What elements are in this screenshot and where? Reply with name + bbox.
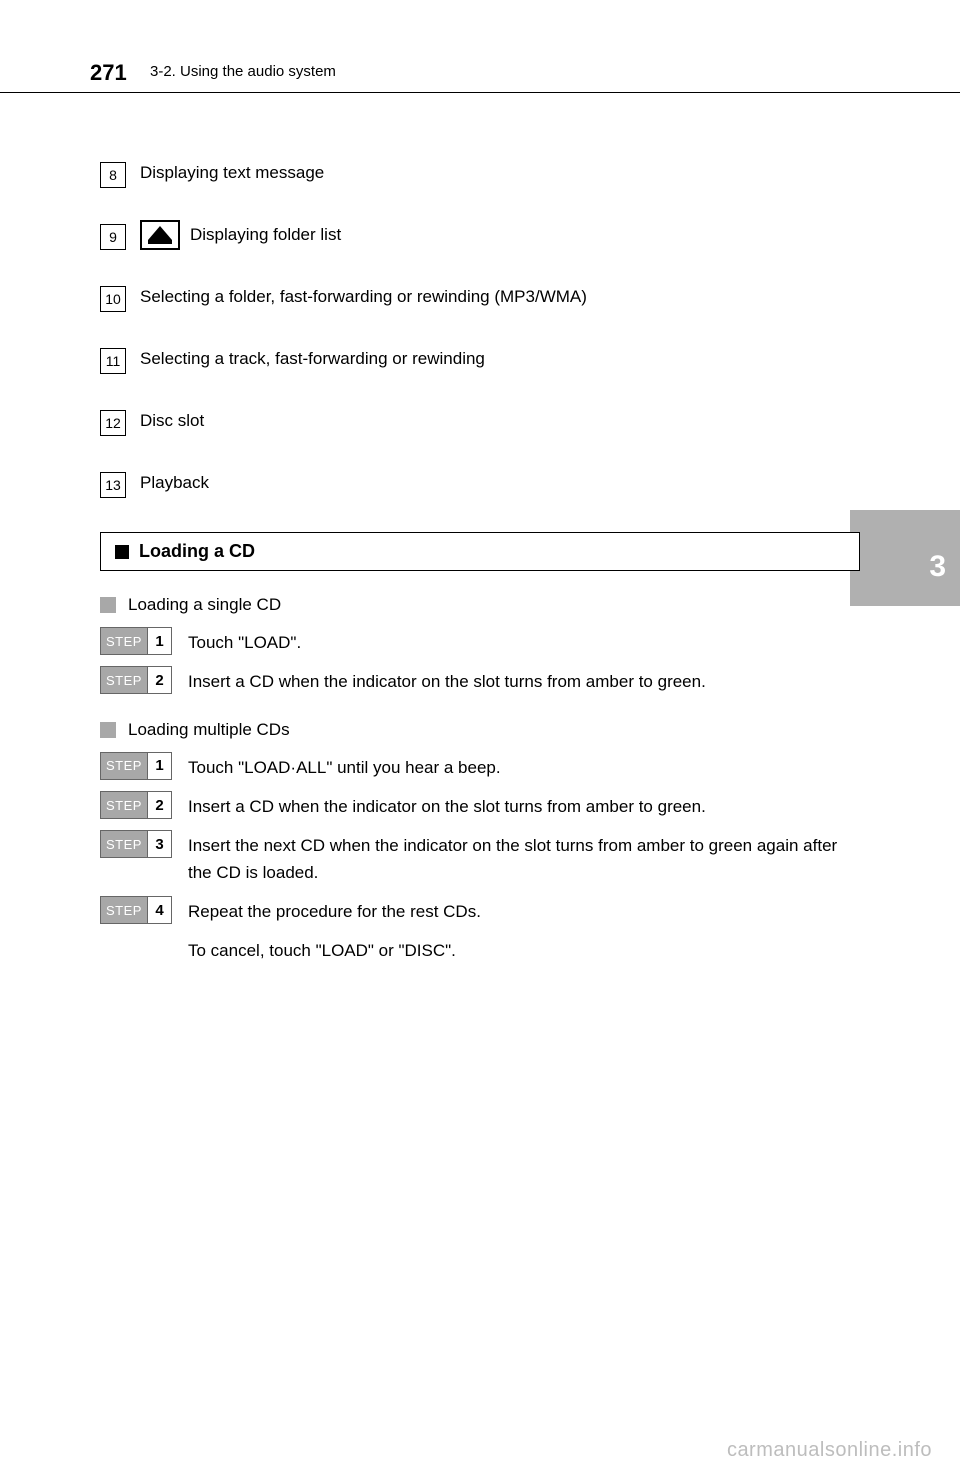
step-text: Touch "LOAD·ALL" until you hear a beep. <box>188 752 860 781</box>
watermark: carmanualsonline.info <box>727 1439 932 1462</box>
step-badge-label: STEP <box>101 667 147 693</box>
step-badge-number: 4 <box>147 897 171 923</box>
step-line: STEP4 Repeat the procedure for the rest C… <box>100 896 860 925</box>
item-text: Selecting a track, fast-forwarding or re… <box>140 346 860 374</box>
step-badge: STEP2 <box>100 666 172 694</box>
breadcrumb: 3-2. Using the audio system <box>150 63 336 80</box>
item-number-box: 8 <box>100 162 126 188</box>
item-number-box: 13 <box>100 472 126 498</box>
chapter-tab-number: 3 <box>929 550 946 584</box>
step-tail: To cancel, touch "LOAD" or "DISC". <box>100 935 860 964</box>
step-badge: STEP1 <box>100 752 172 780</box>
top-rule <box>0 92 960 93</box>
list-item: 9 Displaying folder list <box>100 222 860 250</box>
section-lead-icon <box>115 545 129 559</box>
item-text: Playback <box>140 470 860 498</box>
item-text: Disc slot <box>140 408 860 436</box>
step-badge: STEP4 <box>100 896 172 924</box>
list-item: 12 Disc slot <box>100 408 860 436</box>
step-badge-label: STEP <box>101 897 147 923</box>
page-number: 271 <box>90 60 127 86</box>
subsection: Loading a single CDSTEP1Touch "LOAD".STE… <box>100 595 860 696</box>
item-number-box: 10 <box>100 286 126 312</box>
step-badge-number: 1 <box>147 628 171 654</box>
step-badge: STEP2 <box>100 791 172 819</box>
step-text: Insert a CD when the indicator on the sl… <box>188 666 860 695</box>
step-badge-number: 2 <box>147 667 171 693</box>
step-line: STEP2 Insert a CD when the indicator on t… <box>100 666 860 695</box>
subsection: Loading multiple CDsSTEP1Touch "LOAD·ALL… <box>100 720 860 965</box>
bullet-square-icon <box>100 597 116 613</box>
step-badge-number: 3 <box>147 831 171 857</box>
bullet-square-icon <box>100 722 116 738</box>
section-title: Loading a CD <box>139 541 255 562</box>
subsection-header: Loading multiple CDs <box>100 720 860 740</box>
item-number-box: 11 <box>100 348 126 374</box>
list-item: 10 Selecting a folder, fast-forwarding or… <box>100 284 860 312</box>
subsection-header: Loading a single CD <box>100 595 860 615</box>
step-text: Repeat the procedure for the rest CDs. <box>188 896 860 925</box>
step-text: Insert the next CD when the indicator on… <box>188 830 860 886</box>
step-badge: STEP1 <box>100 627 172 655</box>
list-item: 11 Selecting a track, fast-forwarding or … <box>100 346 860 374</box>
step-line: STEP1 Touch "LOAD". <box>100 627 860 656</box>
step-text: Touch "LOAD". <box>188 627 860 656</box>
step-badge-label: STEP <box>101 628 147 654</box>
step-line: STEP3 Insert the next CD when the indicat… <box>100 830 860 886</box>
item-text: Displaying folder list <box>190 222 860 250</box>
step-badge-number: 1 <box>147 753 171 779</box>
step-line: STEP1 Touch "LOAD·ALL" until you hear a b… <box>100 752 860 781</box>
item-number-box: 9 <box>100 224 126 250</box>
chapter-tab: Interior features 3 <box>850 510 960 606</box>
step-tail-text: To cancel, touch "LOAD" or "DISC". <box>188 935 860 964</box>
step-badge-label: STEP <box>101 792 147 818</box>
step-badge: STEP3 <box>100 830 172 858</box>
subsection-title: Loading a single CD <box>128 595 281 615</box>
item-number-box: 12 <box>100 410 126 436</box>
list-item: 13 Playback <box>100 470 860 498</box>
section-heading: Loading a CD <box>100 532 860 571</box>
step-badge-label: STEP <box>101 831 147 857</box>
step-badge-number: 2 <box>147 792 171 818</box>
list-item: 8 Displaying text message <box>100 160 860 188</box>
subsection-title: Loading multiple CDs <box>128 720 290 740</box>
eject-icon <box>140 220 180 250</box>
content-area: 8 Displaying text message 9 Displaying fold… <box>100 160 860 975</box>
step-text: Insert a CD when the indicator on the sl… <box>188 791 860 820</box>
step-line: STEP2 Insert a CD when the indicator on t… <box>100 791 860 820</box>
item-text: Displaying text message <box>140 160 860 188</box>
item-text: Selecting a folder, fast-forwarding or r… <box>140 284 860 312</box>
step-badge-label: STEP <box>101 753 147 779</box>
